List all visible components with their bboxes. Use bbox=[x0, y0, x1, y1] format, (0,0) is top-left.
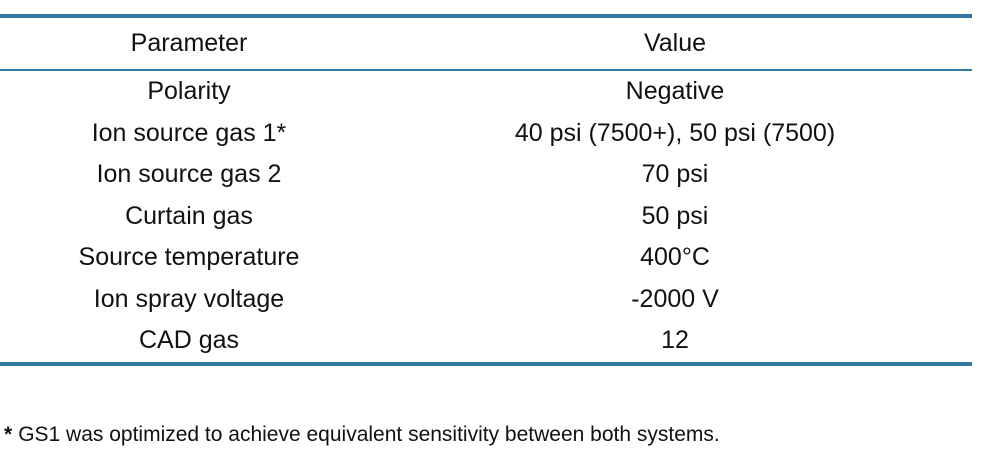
table-cell: 12 bbox=[661, 326, 689, 355]
table-row: Ion spray voltage -2000 V bbox=[0, 279, 972, 321]
table-cell: Ion spray voltage bbox=[93, 284, 285, 313]
header-cell: Value bbox=[643, 29, 707, 57]
footnote-marker: * bbox=[4, 423, 13, 446]
table-cell: CAD gas bbox=[138, 326, 240, 355]
table-cell: Source temperature bbox=[78, 243, 300, 272]
table-cell: 70 psi bbox=[641, 160, 709, 189]
table-cell: 40 psi (7500+), 50 psi (7500) bbox=[514, 118, 836, 147]
parameter-table: Parameter Value Polarity Negative Ion sourc… bbox=[0, 14, 972, 366]
table-cell: 50 psi bbox=[641, 201, 709, 230]
header-cell: Parameter bbox=[130, 29, 248, 57]
header-row: Parameter Value bbox=[0, 16, 972, 70]
table-row: Polarity Negative bbox=[0, 70, 972, 113]
table-cell: 400°C bbox=[640, 243, 710, 272]
table-cell: Curtain gas bbox=[125, 201, 253, 230]
table-row: Ion source gas 2 70 psi bbox=[0, 154, 972, 196]
table-cell: -2000 V bbox=[631, 284, 719, 313]
table-body: Polarity Negative Ion source gas 1* 40 psi … bbox=[0, 70, 972, 364]
footnote: * GS1 was optimized to achieve equivalent… bbox=[4, 423, 720, 447]
footnote-text: GS1 was optimized to achieve equivalent … bbox=[18, 423, 720, 446]
table-cell: Ion source gas 1* bbox=[91, 118, 287, 147]
table-row: Ion source gas 1* 40 psi (7500+), 50 psi … bbox=[0, 113, 972, 155]
table-row: Source temperature 400°C bbox=[0, 237, 972, 279]
table-cell: Polarity bbox=[147, 77, 231, 106]
table-cell: Negative bbox=[625, 77, 725, 106]
table-row: Curtain gas 50 psi bbox=[0, 196, 972, 238]
table-cell: Ion source gas 2 bbox=[96, 160, 282, 189]
table-row: CAD gas 12 bbox=[0, 320, 972, 364]
